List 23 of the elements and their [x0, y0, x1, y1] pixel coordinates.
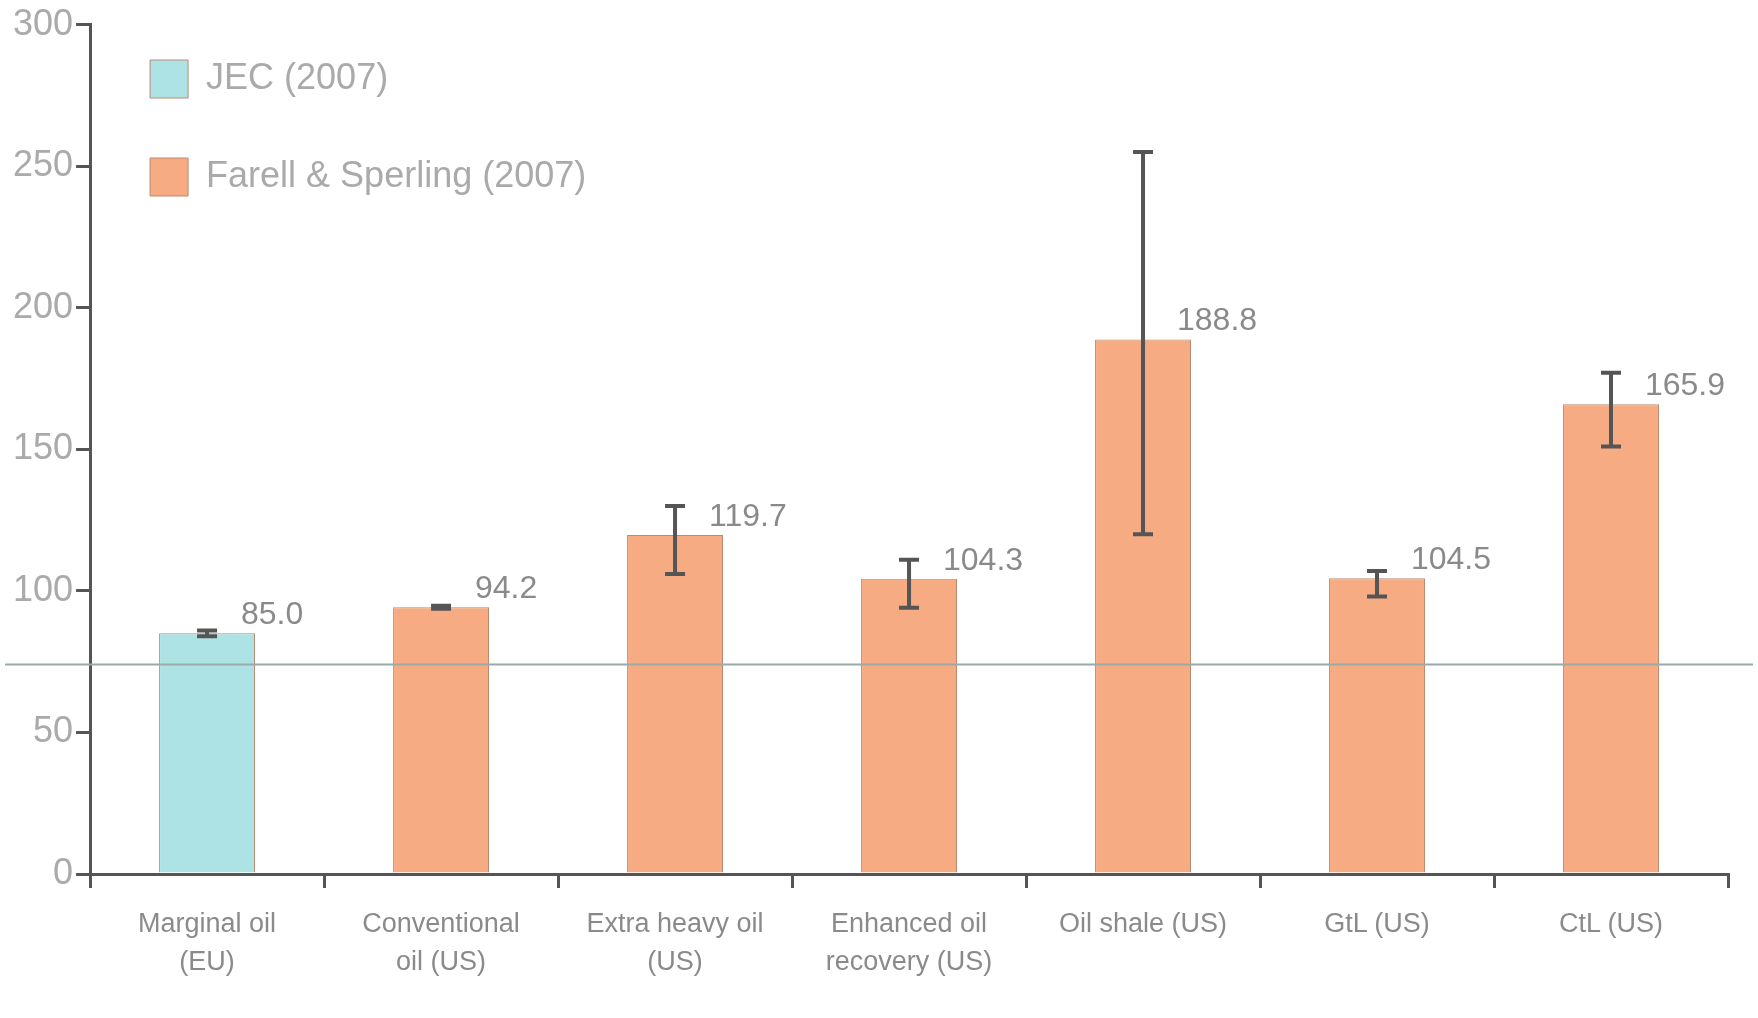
y-tick-label: 250: [12, 143, 74, 185]
data-label: 85.0: [241, 595, 304, 632]
y-tick-label: 50: [33, 709, 74, 751]
x-tick-label: Enhanced oil recovery (US): [825, 908, 993, 976]
y-tick-label: 200: [12, 284, 74, 326]
data-label: 94.2: [475, 569, 538, 606]
data-label: 165.9: [1644, 366, 1726, 403]
x-tick-label: Oil shale (US): [1059, 908, 1228, 938]
legend-label: JEC (2007): [206, 55, 389, 97]
legend-label: Farell & Sperling (2007): [206, 153, 587, 195]
data-label: 188.8: [1176, 301, 1258, 338]
x-tick-label: GtL (US): [1324, 908, 1430, 938]
x-tick-label: Extra heavy oil (US): [586, 908, 764, 976]
y-tick-label: 150: [12, 426, 74, 468]
x-tick-label: Marginal oil (EU): [138, 908, 277, 976]
data-label: 119.7: [709, 496, 787, 533]
y-tick-label: 100: [12, 567, 74, 609]
y-tick-label: 300: [12, 1, 74, 43]
x-tick-label: CtL (US): [1559, 908, 1664, 938]
y-tick-label: 0: [53, 850, 74, 892]
x-tick-label: Conventional oil (US): [362, 908, 520, 976]
data-label: 104.3: [943, 540, 1024, 577]
data-label: 104.5: [1410, 539, 1492, 576]
